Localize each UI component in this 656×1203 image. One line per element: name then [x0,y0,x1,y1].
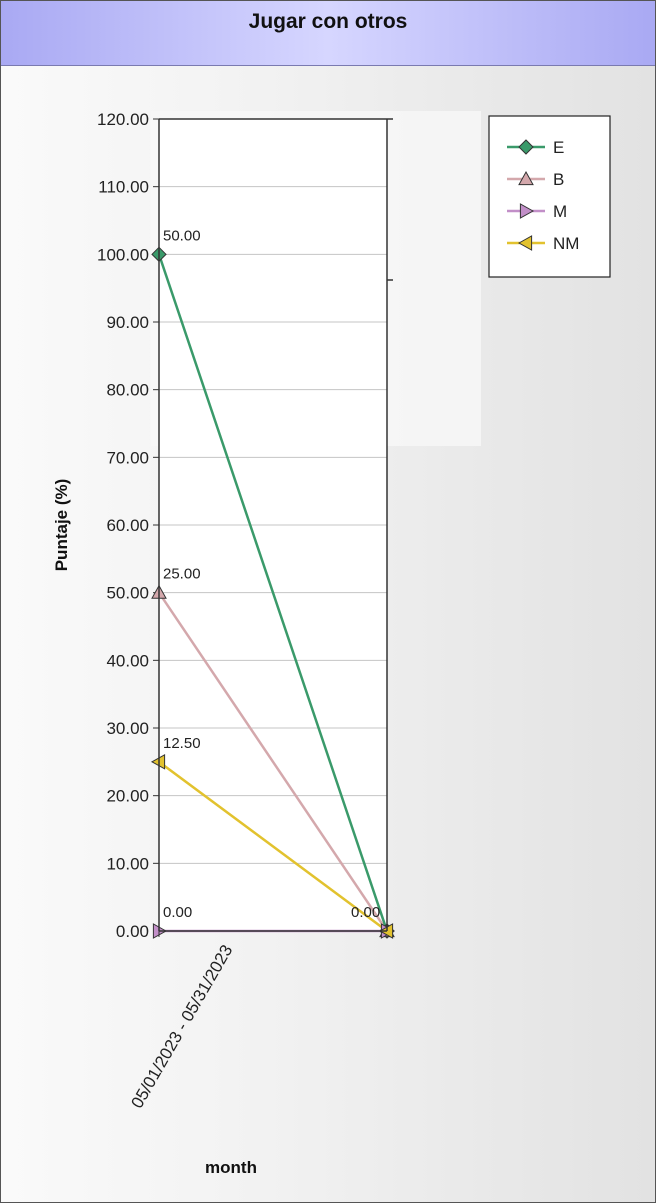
series-line-b [157,591,389,932]
legend-label-m: M [553,202,567,221]
y-tick-label: 90.00 [106,313,149,332]
y-tick-label: 30.00 [106,719,149,738]
legend-marker-e [518,139,534,155]
y-axis-ticks: 0.00 10.00 20.00 30.00 40.00 50.00 60.00 70.00 8… [97,110,159,941]
data-label: 25.00 [163,566,201,583]
y-tick-label: 110.00 [98,178,149,197]
y-axis-title: Puntaje (%) [52,479,71,572]
legend-marker-nm [517,235,533,251]
series-line-nm [158,760,388,933]
legend-marker-b [518,170,534,186]
chart-title: Jugar con otros [248,10,408,33]
y-tick-label: 70.00 [106,448,149,467]
legend-label-nm: NM [553,234,579,253]
x-axis-title: month [205,1158,257,1177]
data-label: 12.50 [163,735,201,752]
data-label: 50.00 [163,227,201,244]
legend-label-b: B [553,170,564,189]
y-tick-label: 100.00 [97,245,149,264]
y-tick-label: 20.00 [106,787,149,806]
data-labels: 50.00 25.00 0.00 0.00 12.50 [158,227,380,937]
y-tick-label: 40.00 [106,651,149,670]
y-tick-label: 120.00 [97,110,149,129]
y-tick-label: 10.00 [106,854,149,873]
y-tick-label: 60.00 [106,516,149,535]
legend: EBM NM [488,115,611,278]
y-tick-label: 80.00 [106,381,149,400]
x-tick-label: 05/01/2023 - 05/31/2023 [127,942,236,1112]
series-line-e [157,253,389,932]
legend-box [488,115,611,278]
data-label: 0.00 [351,904,380,921]
data-label: 0.00 [163,904,192,921]
legend-marker-m [519,203,535,219]
title-bar: Jugar con otros [1,1,655,66]
y-tick-label: 0.00 [116,922,149,941]
legend-label-e: E [553,138,564,157]
y-tick-label: 50.00 [106,584,149,603]
